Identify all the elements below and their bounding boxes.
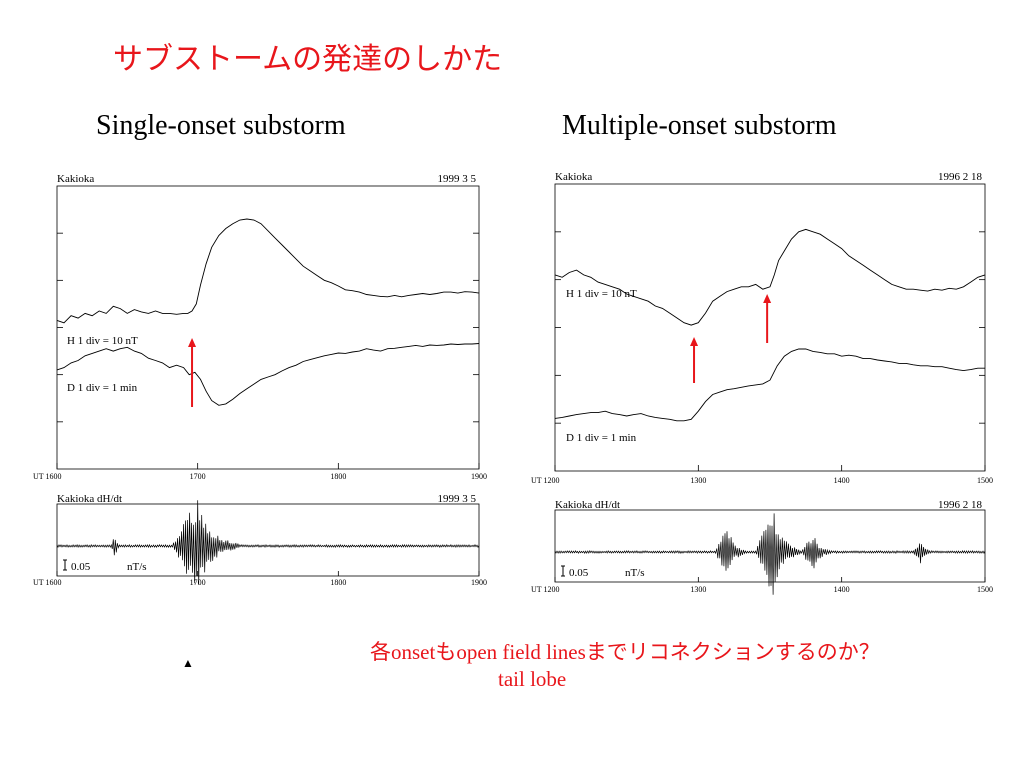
multiple-onset-dhdt-x-tick-label: UT 1200 [531, 585, 560, 594]
tail-lobe-note: tail lobe [498, 667, 567, 691]
single-onset-date-label: 1999 3 5 [438, 173, 477, 185]
single-onset-dhdt-x-tick-label: 1700 [190, 578, 206, 587]
single-onset-plot-frame [56, 185, 480, 470]
single-onset-x-tick-label: UT 1600 [33, 472, 62, 481]
single-onset-dhdt-x-tick-label: 1800 [330, 578, 346, 587]
slide-title: サブストームの発達のしかた [113, 43, 503, 76]
multiple-onset-plot-frame [554, 183, 986, 472]
multiple-onset-title: Multiple-onset substorm [562, 110, 837, 141]
single-onset-dhdt-x-tick-label: 1900 [471, 578, 487, 587]
multiple-onset-dhdt-x-tick-label: 1400 [834, 585, 850, 594]
single-onset-unit-label: nT/s [127, 561, 147, 573]
multiple-onset-x-tick-label: 1300 [690, 476, 706, 485]
single-onset-scale-label: 0.05 [71, 561, 91, 573]
multiple-onset-dhdt-date: 1996 2 18 [938, 499, 983, 511]
multiple-onset-dhdt-x-tick-label: 1500 [977, 585, 993, 594]
single-onset-dhdt-x-tick-label: UT 1600 [33, 578, 62, 587]
multiple-onset-scale-label: 0.05 [569, 567, 589, 579]
multiple-onset-dhdt-frame [554, 509, 986, 583]
multiple-onset-label-H: H 1 div = 10 nT [566, 288, 637, 300]
multiple-onset-series-H [554, 228, 986, 326]
single-onset-dhdt-date: 1999 3 5 [438, 493, 477, 505]
multiple-onset-label-D: D 1 div = 1 min [566, 432, 637, 444]
multiple-onset-station-label: Kakioka [555, 171, 592, 183]
multiple-onset-onset-arrowhead-icon [690, 337, 699, 346]
multiple-onset-dhdt-x-tick-label: 1300 [690, 585, 706, 594]
single-onset-dhdt-label: Kakioka dH/dt [57, 493, 122, 505]
multiple-onset-dhdt-trace [554, 513, 986, 595]
single-onset-series-D [56, 343, 480, 406]
multiple-onset-unit-label: nT/s [625, 567, 645, 579]
multiple-onset-x-tick-label: 1400 [834, 476, 850, 485]
single-onset-x-tick-label: 1700 [190, 472, 206, 481]
triangle-marker-icon: ▲ [182, 656, 194, 670]
question-note: 各onsetもopen field linesまでリコネクションするのか？ [370, 640, 880, 664]
single-onset-title: Single-onset substorm [96, 110, 346, 141]
multiple-onset-dhdt-label: Kakioka dH/dt [555, 499, 620, 511]
single-onset-label-D: D 1 div = 1 min [67, 382, 138, 394]
single-onset-dhdt-frame [56, 503, 480, 577]
single-onset-onset-arrowhead-icon [188, 338, 197, 347]
multiple-onset-onset-arrowhead-icon [763, 294, 772, 303]
single-onset-dhdt-trace [56, 500, 480, 585]
multiple-onset-x-tick-label: UT 1200 [531, 476, 560, 485]
single-onset-x-tick-label: 1800 [330, 472, 346, 481]
multiple-onset-date-label: 1996 2 18 [938, 171, 983, 183]
single-onset-station-label: Kakioka [57, 173, 94, 185]
multiple-onset-series-D [554, 348, 985, 422]
single-onset-label-H: H 1 div = 10 nT [67, 335, 138, 347]
single-onset-series-H [56, 218, 480, 324]
multiple-onset-x-tick-label: 1500 [977, 476, 993, 485]
single-onset-x-tick-label: 1900 [471, 472, 487, 481]
